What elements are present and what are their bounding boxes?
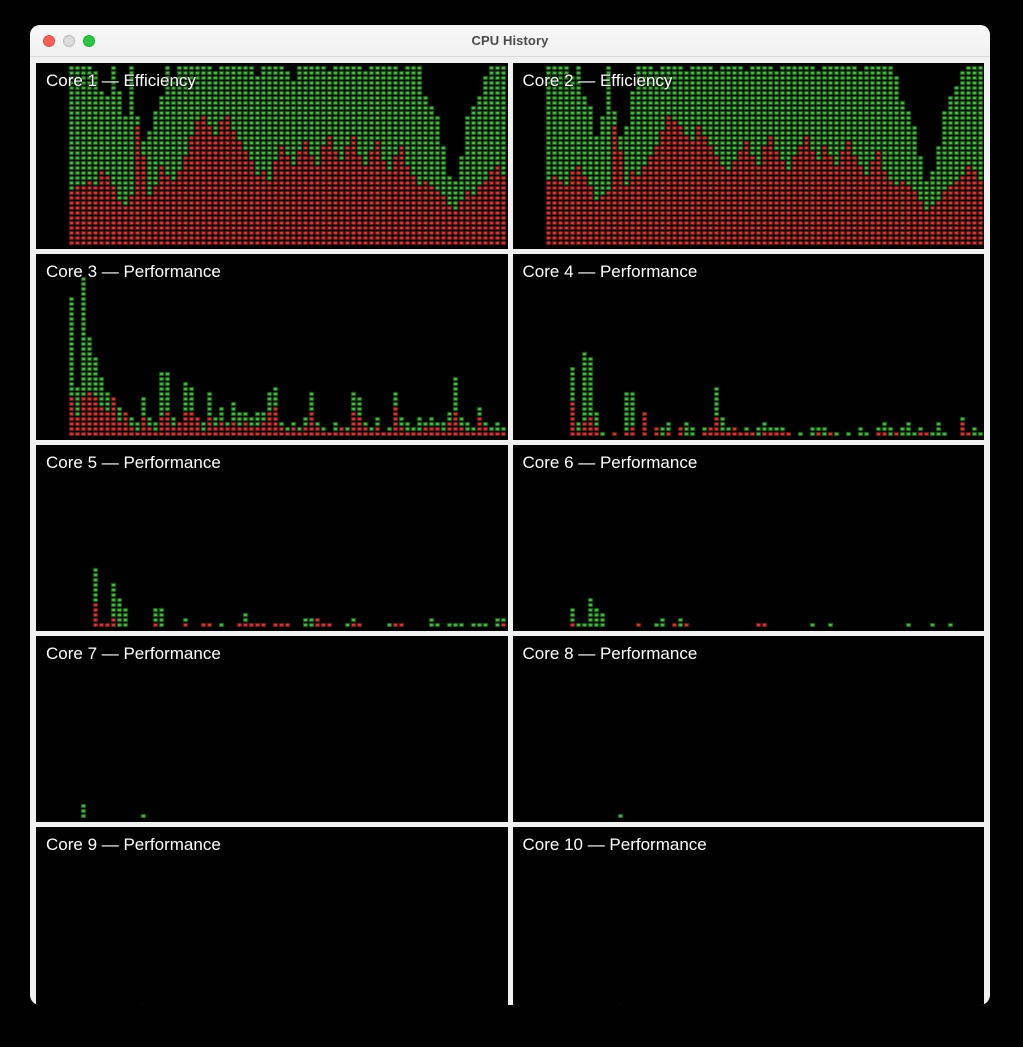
panel-core-5: Core 5 — Performance <box>36 445 508 631</box>
panel-core-2: Core 2 — Efficiency <box>512 63 984 249</box>
panel-core-4: Core 4 — Performance <box>512 254 984 440</box>
zoom-button[interactable] <box>83 34 95 47</box>
cpu-history-chart <box>512 63 984 249</box>
cpu-history-chart <box>512 254 984 440</box>
cpu-history-chart <box>36 827 508 1005</box>
cpu-history-chart <box>36 63 508 249</box>
cpu-history-chart <box>512 636 984 822</box>
panel-core-1: Core 1 — Efficiency <box>36 63 508 249</box>
close-button[interactable] <box>43 34 55 47</box>
window-titlebar[interactable]: CPU History <box>30 25 990 57</box>
window-title: CPU History <box>471 33 549 48</box>
panel-core-10: Core 10 — Performance <box>512 827 984 1005</box>
panel-core-8: Core 8 — Performance <box>512 636 984 822</box>
panel-core-9: Core 9 — Performance <box>36 827 508 1005</box>
cpu-history-window: CPU History Core 1 — Efficiency Core 2 —… <box>30 25 990 1005</box>
cpu-history-chart <box>36 254 508 440</box>
panel-core-6: Core 6 — Performance <box>512 445 984 631</box>
core-panels-grid: Core 1 — Efficiency Core 2 — Efficiency … <box>30 57 990 1005</box>
minimize-button <box>63 34 75 47</box>
cpu-history-chart <box>36 636 508 822</box>
traffic-lights <box>30 34 95 47</box>
panel-core-7: Core 7 — Performance <box>36 636 508 822</box>
cpu-history-chart <box>36 445 508 631</box>
cpu-history-chart <box>512 827 984 1005</box>
panel-core-3: Core 3 — Performance <box>36 254 508 440</box>
cpu-history-chart <box>512 445 984 631</box>
